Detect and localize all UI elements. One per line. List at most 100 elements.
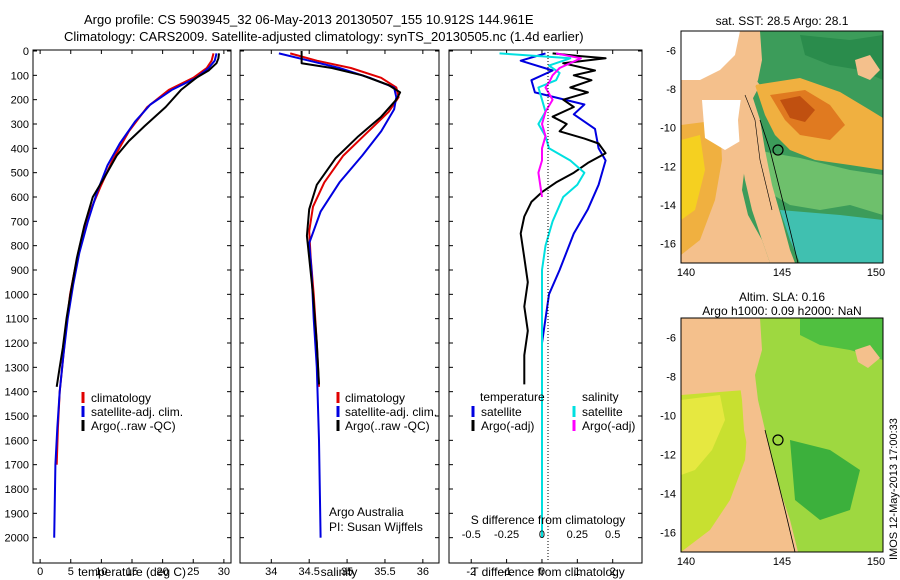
legend-header-salinity: salinity: [582, 390, 619, 404]
top-x-tick-label: 0.25: [567, 529, 588, 541]
depth-tick-label: 700: [11, 216, 29, 228]
depth-tick-label: 1900: [5, 508, 29, 520]
imos-timestamp: IMOS 12-May-2013 17:00:33: [888, 418, 900, 560]
map-x-tick-label: 150: [867, 556, 885, 568]
depth-tick-label: 2000: [5, 533, 29, 545]
series-line-s-argo-adj-: [537, 52, 582, 198]
legend-label-argo: Argo(..raw -QC): [345, 419, 430, 433]
salinity-x-label: salinity: [321, 565, 358, 579]
depth-tick-label: 900: [11, 265, 29, 277]
x-tick-label: 34.5: [298, 566, 319, 578]
map-y-tick-label: -14: [660, 200, 676, 212]
legend-label-climatology: climatology: [345, 391, 405, 405]
sla-map: [681, 318, 883, 552]
legend-label-argo: Argo(..raw -QC): [91, 419, 176, 433]
depth-tick-label: 1100: [5, 314, 29, 326]
temperature-panel: [32, 49, 232, 564]
salinity-panel: [239, 49, 440, 564]
legend-header-temperature: temperature: [480, 390, 545, 404]
depth-tick-label: 1300: [5, 362, 29, 374]
map-y-tick-label: -6: [666, 45, 676, 57]
map-x-tick-label: 140: [677, 556, 695, 568]
depth-axis-labels: 0 100 200 300 400 500 600 700 800 900 1000 1100 1200…: [5, 46, 29, 545]
depth-tick-label: 100: [11, 70, 29, 82]
top-x-tick-label: -0.25: [494, 529, 519, 541]
temperature-x-tick-labels: 0 5 10 15 20 25 30: [37, 566, 230, 578]
legend-label-t-argo: Argo(-adj): [481, 419, 534, 433]
map-y-tick-label: -14: [660, 489, 676, 501]
sla-map-title-line2: Argo h1000: 0.09 h2000: NaN: [702, 304, 861, 318]
depth-tick-label: 1200: [5, 338, 29, 350]
series-line-t-argo-adj-: [519, 52, 607, 385]
x-tick-label: 20: [157, 566, 169, 578]
salinity-x-tick-labels: 34 34.5 35 35.5 36: [265, 566, 429, 578]
map-x-tick-label: 140: [677, 267, 695, 279]
x-tick-label: 0: [37, 566, 43, 578]
top-x-tick-label: 0.5: [605, 529, 620, 541]
x-tick-label: 5: [68, 566, 74, 578]
temperature-curves: [53, 53, 220, 538]
depth-tick-label: 600: [11, 192, 29, 204]
map-y-tick-label: -8: [666, 84, 676, 96]
header-line2: Climatology: CARS2009. Satellite-adjuste…: [64, 29, 584, 44]
map-y-tick-label: -10: [660, 123, 676, 135]
depth-tick-label: 800: [11, 241, 29, 253]
argo-float-marker: [772, 434, 784, 446]
series-line-argo-raw-qc-: [55, 53, 220, 387]
legend-label-satellite: satellite-adj. clim.: [91, 405, 183, 419]
x-tick-label: -1: [502, 566, 512, 578]
temperature-legend: climatology satellite-adj. clim. Argo(..…: [81, 391, 183, 433]
x-tick-label: 0: [539, 566, 545, 578]
x-tick-label: 36: [417, 566, 429, 578]
top-x-tick-label: -0.5: [462, 529, 481, 541]
legend-label-climatology: climatology: [91, 391, 151, 405]
x-tick-label: 1: [574, 566, 580, 578]
salinity-curves: [278, 51, 402, 538]
sla-map-title-line1: Altim. SLA: 0.16: [739, 290, 825, 304]
map-x-tick-label: 150: [867, 267, 885, 279]
s-diff-x-label: S difference from climatology: [471, 513, 626, 527]
salinity-diff-x-tick-labels: -0.5 -0.25 0 0.25 0.5: [462, 529, 621, 541]
difference-curves: [499, 52, 607, 538]
x-tick-label: -2: [466, 566, 476, 578]
map-y-tick-label: -10: [660, 411, 676, 423]
difference-legend: temperature salinity satellite Argo(-adj…: [471, 390, 635, 433]
depth-tick-label: 500: [11, 168, 29, 180]
sla-map-axis-labels: -6 -8 -10 -12 -14 -16 140 145 150: [660, 333, 885, 569]
argo-float-marker: [772, 144, 784, 156]
series-line-argo-raw-qc-: [300, 51, 402, 385]
credit-line2: PI: Susan Wijffels: [329, 520, 423, 534]
difference-panel: [448, 49, 643, 564]
map-y-tick-label: -16: [660, 528, 676, 540]
depth-tick-label: 1400: [5, 387, 29, 399]
depth-tick-label: 300: [11, 119, 29, 131]
header-line1: Argo profile: CS 5903945_32 06-May-2013 …: [84, 12, 534, 27]
depth-tick-label: 1700: [5, 460, 29, 472]
x-tick-label: 35.5: [374, 566, 395, 578]
map-y-tick-label: -12: [660, 450, 676, 462]
depth-tick-label: 200: [11, 95, 29, 107]
salinity-legend: climatology satellite-adj. clim. Argo(..…: [329, 391, 437, 534]
sla-map-frame: [680, 317, 884, 553]
t-diff-x-label: T difference from climatology: [471, 565, 625, 579]
legend-label-s-argo: Argo(-adj): [582, 419, 635, 433]
map-x-tick-label: 145: [773, 267, 791, 279]
map-y-tick-label: -6: [666, 333, 676, 345]
x-tick-label: 30: [218, 566, 230, 578]
depth-tick-label: 1500: [5, 411, 29, 423]
x-tick-label: 34: [265, 566, 277, 578]
map-y-tick-label: -8: [666, 372, 676, 384]
sst-map: [681, 31, 883, 263]
temperature-x-label: temperature (deg C): [78, 565, 186, 579]
sst-map-frame: [680, 30, 884, 264]
map-y-tick-label: -16: [660, 239, 676, 251]
x-tick-label: 35: [341, 566, 353, 578]
depth-tick-label: 1600: [5, 435, 29, 447]
x-tick-label: 2: [610, 566, 616, 578]
map-y-tick-label: -12: [660, 161, 676, 173]
credit-line1: Argo Australia: [329, 505, 404, 519]
top-x-tick-label: 0: [539, 529, 545, 541]
x-tick-label: 15: [126, 566, 138, 578]
x-tick-label: 25: [187, 566, 199, 578]
depth-tick-label: 400: [11, 143, 29, 155]
